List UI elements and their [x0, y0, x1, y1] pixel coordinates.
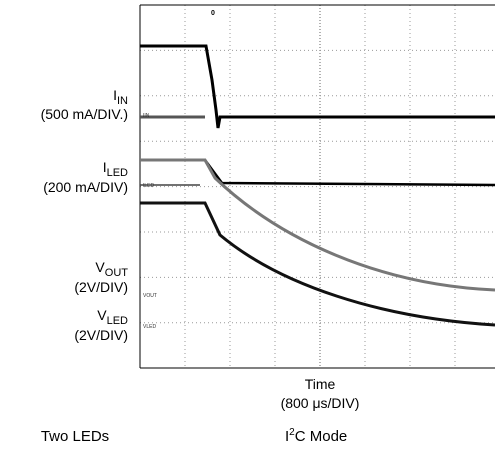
- trace-name: ILED: [103, 159, 128, 179]
- footer-sup: 2: [289, 427, 295, 438]
- trace-tag: ILED: [143, 183, 155, 189]
- trace-name-base: I: [103, 159, 107, 175]
- trace-name: IIN: [113, 87, 128, 107]
- x-label: Time: [305, 376, 336, 392]
- trigger-marker: 0: [211, 10, 215, 17]
- trace-tag: IIN: [143, 113, 150, 119]
- trace-tag: VLED: [143, 324, 156, 330]
- trace-name-sub: IN: [117, 95, 128, 107]
- footer-left: Two LEDs: [41, 428, 109, 445]
- trace-tag: VOUT: [143, 293, 157, 299]
- trace-name-base: V: [95, 259, 105, 275]
- trace-name-sub: LED: [107, 167, 128, 179]
- footer-rest: C Mode: [295, 428, 348, 445]
- x-scale: (800 μs/DIV): [281, 395, 360, 411]
- trace-vout: [140, 158, 495, 292]
- trace-name: VLED: [97, 307, 128, 327]
- trace-name-base: I: [113, 87, 117, 103]
- trace-vled: [140, 201, 495, 327]
- trace-scale: (200 mA/DIV): [43, 179, 128, 195]
- footer-right: I2C Mode: [285, 427, 347, 445]
- trace-name-sub: LED: [107, 315, 128, 327]
- trace-scale: (500 mA/DIV.): [41, 106, 128, 122]
- trace-scale: (2V/DIV): [74, 279, 128, 295]
- trace-name-base: V: [97, 307, 107, 323]
- trace-iled: [140, 158, 495, 187]
- footer-base: I: [285, 428, 289, 445]
- scope-grid: [140, 5, 495, 368]
- trace-name: VOUT: [95, 259, 128, 279]
- trace-name-sub: OUT: [105, 267, 129, 279]
- trace-iin: [140, 44, 495, 129]
- trace-scale: (2V/DIV): [74, 327, 128, 343]
